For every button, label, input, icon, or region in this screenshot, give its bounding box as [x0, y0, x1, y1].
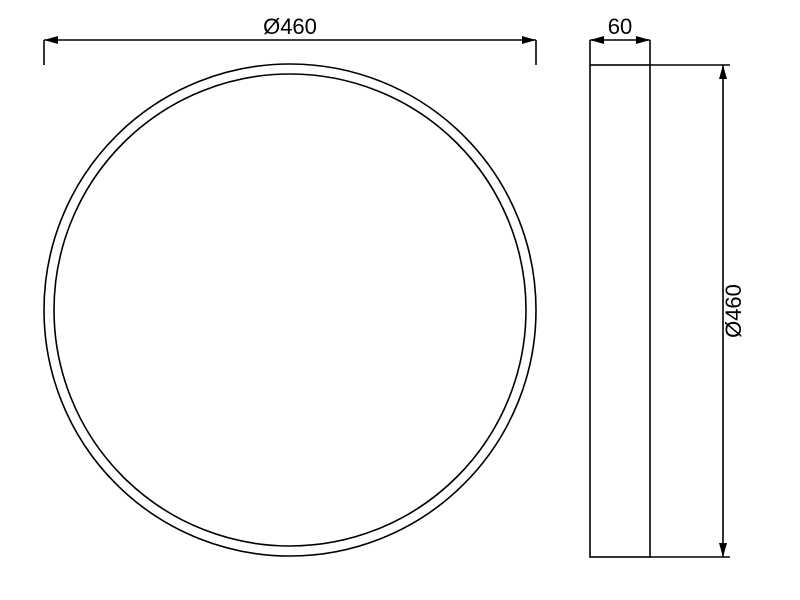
front-outer-circle — [44, 64, 536, 556]
side-right-arrow-top — [719, 65, 727, 79]
side-rect — [590, 65, 650, 557]
side-right-arrow-bottom — [719, 543, 727, 557]
front-arrow-left — [44, 36, 58, 44]
dimension-drawing: Ø460 60 Ø460 — [0, 0, 800, 600]
front-dim-label: Ø460 — [263, 14, 317, 39]
side-top-arrow-right — [636, 36, 650, 44]
side-top-dim-label: 60 — [608, 14, 632, 39]
front-inner-circle — [54, 74, 526, 546]
front-arrow-right — [522, 36, 536, 44]
side-right-dim-label: Ø460 — [721, 284, 746, 338]
side-top-arrow-left — [590, 36, 604, 44]
